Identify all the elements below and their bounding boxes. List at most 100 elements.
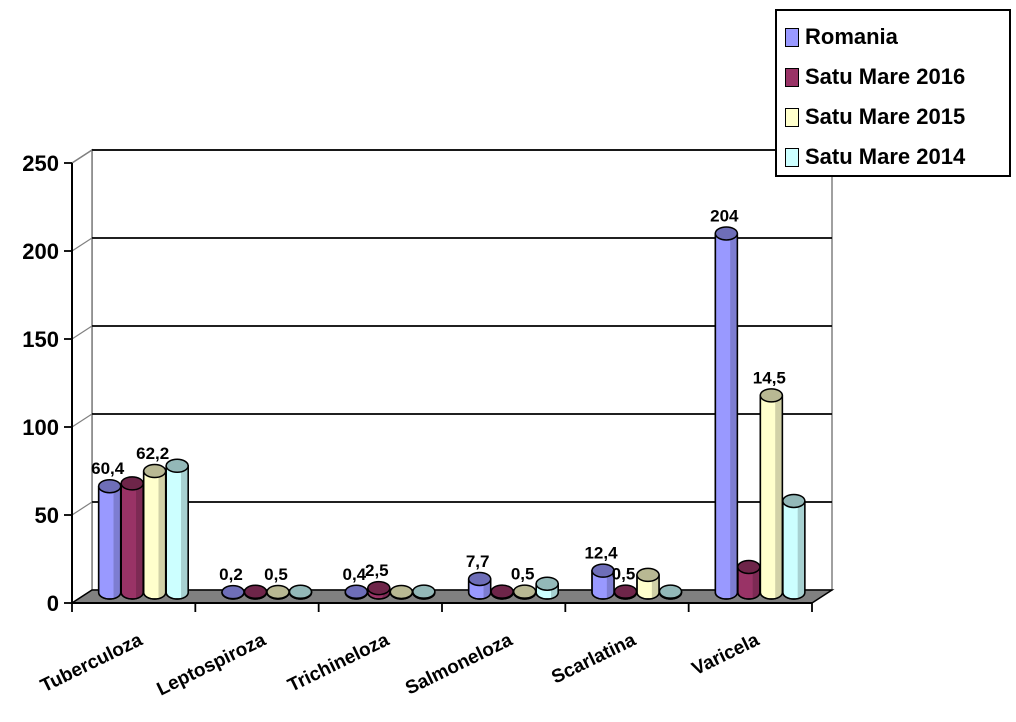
legend-item-romania: Romania: [785, 17, 1009, 57]
y-tick-label: 250: [22, 151, 59, 176]
bar-varicela-satu-mare-2015: [759, 388, 784, 600]
data-label: 62,2: [136, 444, 169, 463]
gridline-side-100: [71, 413, 93, 428]
bar-shade: [136, 483, 144, 599]
x-tick-label-scarlatina: Scarlatina: [548, 629, 639, 688]
bar-trichineloza-romania: [344, 584, 369, 600]
bar-cap: [591, 563, 615, 578]
bar-cap: [288, 584, 313, 600]
bar-outline: [535, 583, 559, 600]
y-tick-label: 0: [47, 591, 59, 616]
bar-cap: [344, 584, 369, 600]
data-label: 14,5: [753, 368, 786, 387]
bar-cap: [221, 584, 245, 600]
bar-scarlatina-satu-mare-2015: [636, 567, 660, 600]
legend-label-satu-mare-2014: Satu Mare 2014: [805, 144, 966, 169]
legend-swatch-satu-mare-2014: [785, 147, 799, 167]
data-label: 60,4: [91, 459, 125, 478]
bar-cap: [714, 226, 739, 241]
bar-cap: [389, 584, 414, 600]
bar-outline: [467, 578, 492, 600]
bar-leptospiroza-satu-mare-2016: [243, 584, 268, 600]
x-tick-label-salmoneloza: Salmoneloza: [402, 629, 516, 699]
legend-item-satu-mare-2014: Satu Mare 2014: [785, 137, 1009, 177]
x-tick-label-varicela: Varicela: [689, 629, 763, 680]
bar-outline: [120, 483, 144, 600]
bar-cap: [120, 476, 144, 491]
bar-varicela-satu-mare-2014: [782, 493, 806, 600]
bar-varicela-romania: [714, 226, 739, 600]
legend-swatch-romania: [785, 27, 799, 47]
bar-shade: [158, 471, 166, 599]
bar-cap: [759, 388, 784, 403]
data-label: 7,7: [466, 552, 490, 571]
x-tick-label-tuberculoza: Tuberculoza: [37, 629, 146, 697]
y-tick-label: 200: [22, 239, 59, 264]
bar-cap: [737, 559, 761, 575]
data-label: 204: [710, 206, 739, 225]
data-label: 0,5: [264, 565, 288, 584]
bar-scarlatina-romania: [591, 563, 615, 600]
bar-tuberculoza-satu-mare-2016: [120, 476, 144, 600]
bar-cap: [535, 576, 559, 591]
bar-cap: [512, 584, 537, 599]
bar-shade: [181, 465, 189, 599]
bar-cap: [266, 584, 290, 600]
gridline-side-250: [71, 149, 93, 164]
bar-outline: [759, 395, 784, 600]
x-tick-label-leptospiroza: Leptospiroza: [154, 629, 270, 700]
bar-outline: [142, 471, 167, 600]
data-label: 12,4: [584, 544, 618, 563]
legend-swatch-satu-mare-2015: [785, 107, 799, 127]
bar-cap: [613, 584, 638, 599]
bar-shade: [730, 233, 738, 599]
y-tick-label: 150: [22, 327, 59, 352]
bar-scarlatina-satu-mare-2014: [658, 584, 683, 600]
y-tick-label: 50: [35, 503, 59, 528]
bar-cap: [782, 493, 806, 509]
bar-shade: [775, 395, 783, 599]
bar-cap: [367, 580, 391, 596]
bar-outline: [782, 500, 806, 600]
bar-cap: [165, 458, 189, 474]
legend-swatch-satu-mare-2016: [785, 67, 799, 87]
bar-cap: [412, 584, 436, 599]
data-label: 2,5: [365, 561, 389, 580]
bar-shade: [752, 566, 760, 599]
bar-shade: [113, 486, 121, 599]
bar-varicela-satu-mare-2016: [737, 559, 761, 600]
gridline-side-50: [71, 501, 93, 516]
bar-trichineloza-satu-mare-2016: [367, 580, 391, 600]
bar-trichineloza-satu-mare-2015: [389, 584, 414, 600]
bar-leptospiroza-satu-mare-2014: [288, 584, 313, 600]
bar-tuberculoza-satu-mare-2014: [165, 458, 189, 600]
gridline-side-150: [71, 325, 93, 340]
data-label: 0,5: [511, 565, 535, 584]
bar-cap: [658, 584, 683, 599]
bar-shade: [797, 500, 805, 599]
bar-cap: [490, 584, 514, 599]
bar-outline: [165, 465, 189, 600]
legend-label-satu-mare-2015: Satu Mare 2015: [805, 104, 966, 129]
bar-outline: [714, 233, 739, 600]
bar-salmoneloza-satu-mare-2015: [512, 584, 537, 600]
bar-salmoneloza-satu-mare-2016: [490, 584, 514, 600]
legend-label-satu-mare-2016: Satu Mare 2016: [805, 64, 966, 89]
data-label: 0,5: [612, 565, 636, 584]
bar-salmoneloza-satu-mare-2014: [535, 576, 559, 600]
bar-outline: [636, 574, 660, 600]
bar-leptospiroza-satu-mare-2015: [266, 584, 290, 600]
bar-outline: [97, 486, 122, 600]
bar-salmoneloza-romania: [467, 571, 492, 600]
bar-outline: [591, 570, 615, 600]
legend-item-satu-mare-2016: Satu Mare 2016: [785, 57, 1009, 97]
side-wall: [71, 148, 93, 605]
bar-cap: [467, 571, 492, 587]
legend: Romania Satu Mare 2016 Satu Mare 2015 Sa…: [775, 9, 1011, 177]
data-label: 0,4: [343, 565, 367, 584]
bar-cap: [142, 463, 167, 479]
bar-tuberculoza-satu-mare-2015: [142, 463, 167, 600]
bar-outline: [737, 566, 761, 600]
